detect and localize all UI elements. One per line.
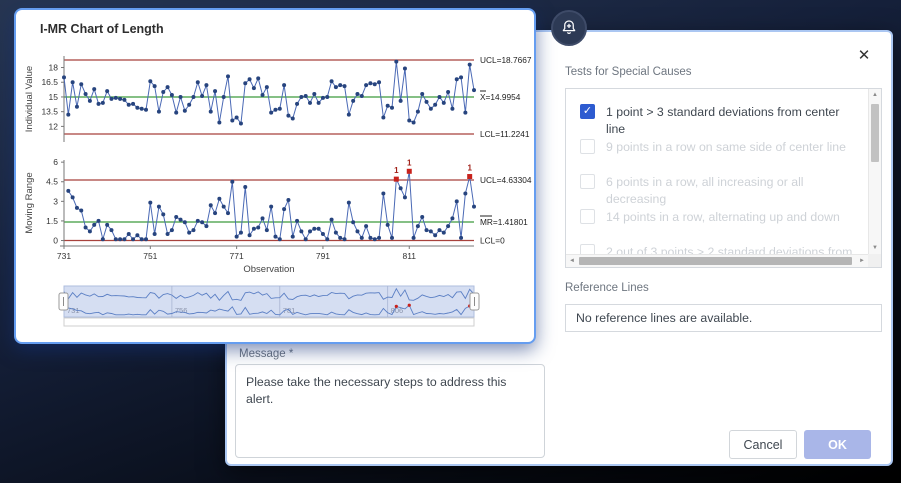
svg-text:791: 791	[316, 251, 330, 261]
svg-text:UCL=4.63304: UCL=4.63304	[480, 175, 532, 185]
svg-text:15: 15	[49, 92, 59, 102]
tests-list: ✓ 1 point > 3 standard deviations from ce…	[565, 88, 882, 268]
svg-text:0: 0	[53, 236, 58, 246]
test-item-label: 14 points in a row, alternating up and d…	[606, 210, 840, 224]
svg-text:Observation: Observation	[243, 264, 294, 275]
message-input[interactable]: Please take the necessary steps to addre…	[235, 364, 545, 458]
imr-chart: 18 16.5 15 13.5 12 UCL=18.7667 X=14.9954 LCL=11…	[24, 55, 532, 327]
svg-text:6: 6	[53, 157, 58, 167]
reference-lines-empty-text: No reference lines are available.	[576, 311, 753, 325]
test-item-label: 2 out of 3 points > 2 standard deviation…	[606, 245, 853, 254]
reference-lines-box: No reference lines are available.	[565, 304, 882, 332]
scroll-up-icon[interactable]: ▲	[872, 92, 878, 98]
svg-text:756: 756	[175, 306, 188, 315]
svg-text:731: 731	[67, 306, 80, 315]
svg-text:731: 731	[57, 251, 71, 261]
cancel-button[interactable]: Cancel	[729, 430, 797, 459]
svg-text:16.5: 16.5	[41, 77, 58, 87]
svg-text:806: 806	[391, 306, 404, 315]
svg-text:1: 1	[407, 158, 412, 167]
svg-text:UCL=18.7667: UCL=18.7667	[480, 55, 532, 65]
test-item-label: 6 points in a row, all increasing or all…	[606, 175, 804, 206]
svg-text:1.5: 1.5	[46, 216, 58, 226]
svg-text:X=14.9954: X=14.9954	[480, 92, 521, 102]
svg-text:MR=1.41801: MR=1.41801	[480, 217, 528, 227]
scroll-left-icon[interactable]: ◄	[569, 258, 575, 264]
scroll-down-icon[interactable]: ▼	[872, 245, 878, 251]
test-item-label: 9 points in a row on same side of center…	[606, 140, 846, 154]
test-item: 14 points in a row, alternating up and d…	[566, 200, 868, 235]
tests-horizontal-scrollbar[interactable]: ◄ ►	[566, 254, 868, 267]
svg-text:751: 751	[143, 251, 157, 261]
scroll-right-icon[interactable]: ►	[859, 258, 865, 264]
test-item-label: 1 point > 3 standard deviations from cen…	[606, 105, 840, 136]
chart-title: I-MR Chart of Length	[40, 22, 164, 36]
svg-text:LCL=11.2241: LCL=11.2241	[480, 129, 530, 139]
svg-text:811: 811	[402, 251, 416, 261]
horizontal-scroll-thumb[interactable]	[579, 257, 852, 265]
ok-button[interactable]: OK	[804, 430, 871, 459]
close-icon[interactable]: ✕	[857, 47, 871, 64]
imr-chart-panel: I-MR Chart of Length 18 16.5 15 13.5 12 UCL=1…	[14, 8, 536, 344]
tests-section-label: Tests for Special Causes	[565, 66, 692, 78]
bell-plus-icon	[562, 20, 576, 35]
scrollbar-corner	[868, 254, 881, 267]
vertical-scroll-thumb[interactable]	[871, 104, 879, 162]
checkbox-unchecked-icon	[580, 139, 595, 154]
test-item: 9 points in a row on same side of center…	[566, 130, 868, 165]
svg-text:1: 1	[467, 164, 472, 173]
test-item[interactable]: ✓ 1 point > 3 standard deviations from ce…	[566, 95, 868, 136]
svg-text:3: 3	[53, 196, 58, 206]
test-item: 6 points in a row, all increasing or all…	[566, 165, 868, 206]
message-label: Message *	[239, 348, 294, 360]
svg-text:Individual Value: Individual Value	[24, 66, 35, 132]
svg-text:Moving Range: Moving Range	[24, 172, 35, 233]
svg-text:4.5: 4.5	[46, 177, 58, 187]
svg-text:13.5: 13.5	[41, 107, 58, 117]
checkbox-unchecked-icon	[580, 244, 595, 254]
alert-bell-badge	[551, 10, 587, 46]
svg-text:LCL=0: LCL=0	[480, 236, 505, 246]
checkbox-checked-icon[interactable]: ✓	[580, 104, 595, 119]
checkbox-unchecked-icon	[580, 174, 595, 189]
checkbox-unchecked-icon	[580, 209, 595, 224]
svg-text:1: 1	[394, 166, 399, 175]
svg-text:12: 12	[49, 121, 59, 131]
svg-text:771: 771	[230, 251, 244, 261]
tests-vertical-scrollbar[interactable]: ▲ ▼	[868, 89, 881, 254]
test-item: 2 out of 3 points > 2 standard deviation…	[566, 235, 868, 254]
reference-lines-label: Reference Lines	[565, 282, 649, 294]
svg-text:18: 18	[49, 63, 59, 73]
